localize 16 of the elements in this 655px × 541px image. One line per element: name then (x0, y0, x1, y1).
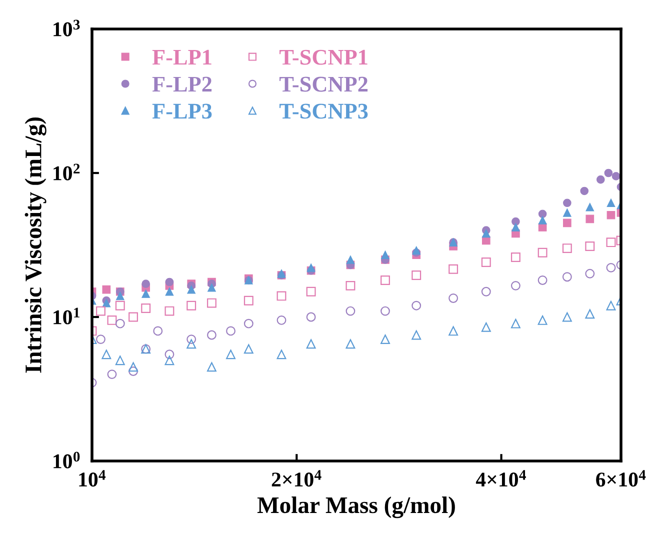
x-axis-title: Molar Mass (g/mol) (257, 496, 455, 518)
y-tick-label: 10$^{1}$ (54, 308, 80, 324)
y-tick-label: 10$^{0}$ (54, 452, 80, 468)
legend-label: F-LP2 (152, 76, 212, 92)
legend-label: F-LP1 (152, 50, 212, 65)
legend-label: F-LP3 (152, 104, 212, 119)
y-axis-title: Intrinsic Viscosity (mL/g) (24, 117, 46, 373)
x-tick-label: 10$^{4}$ (79, 470, 106, 487)
y-tick-label: 10$^{3}$ (54, 20, 80, 36)
x-tick-label: 2×10$^{4}$ (272, 470, 322, 487)
x-tick-label: 4×10$^{4}$ (476, 470, 526, 487)
y-tick-label: 10$^{2}$ (54, 164, 80, 180)
legend-label: T-SCNP3 (279, 104, 368, 119)
legend-label: T-SCNP2 (279, 76, 368, 92)
x-tick-label: 6×10$^{4}$ (596, 470, 646, 487)
legend-label: T-SCNP1 (279, 50, 368, 65)
